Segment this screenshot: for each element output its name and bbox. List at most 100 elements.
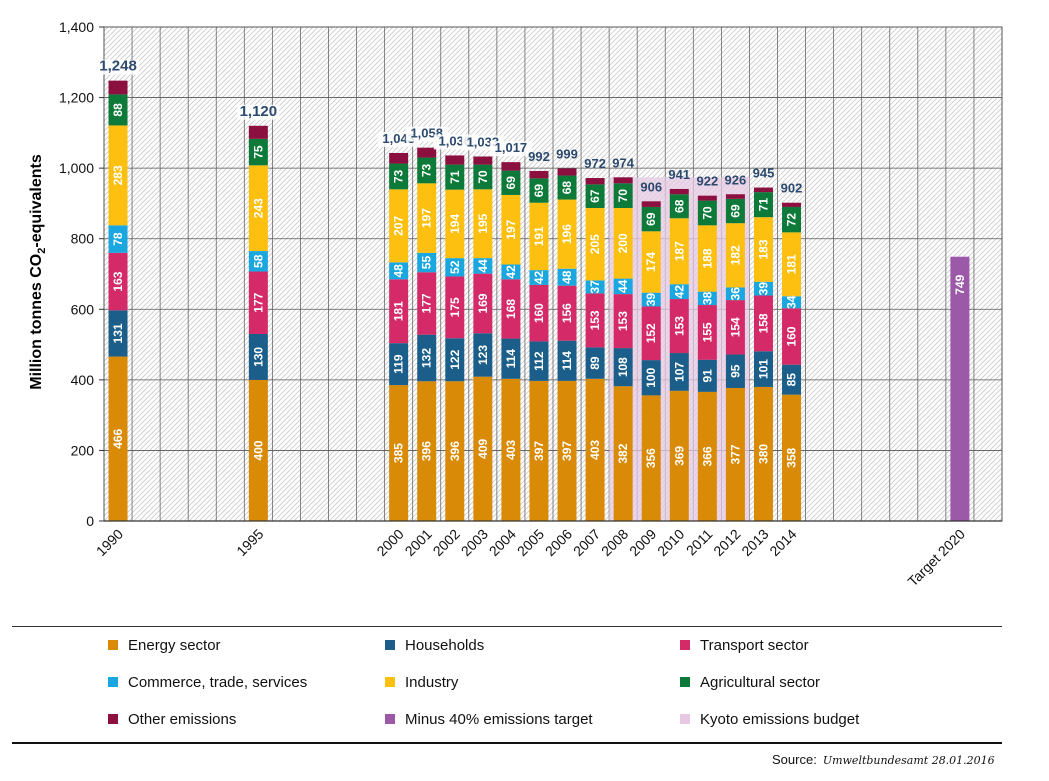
bar-households-2009 <box>641 360 661 396</box>
segment-value-label: 85 <box>785 373 799 387</box>
legend-swatch <box>385 714 395 724</box>
legend-label: Energy sector <box>128 636 221 654</box>
y-axis-label: Million tonnes CO2-equivalents <box>28 154 48 390</box>
bar-transport-sector-2000 <box>389 279 409 344</box>
x-tick-label-1990: 1990 <box>93 526 126 559</box>
segment-value-label: 42 <box>504 265 518 279</box>
segment-value-label: 58 <box>251 254 265 268</box>
bar-commerce-trade-services-2003 <box>473 258 493 274</box>
segment-value-label: 156 <box>560 303 574 323</box>
bar-industry-2000 <box>389 189 409 263</box>
bar-industry-2005 <box>529 202 549 271</box>
x-tick-label-2000: 2000 <box>373 526 406 559</box>
segment-value-label: 207 <box>392 216 406 236</box>
segment-value-label: 403 <box>588 440 602 460</box>
legend-label: Minus 40% emissions target <box>405 710 593 728</box>
bar-households-2011 <box>697 359 717 392</box>
total-label-1990: 1,248 <box>99 58 137 75</box>
bar-other-emissions-2003 <box>473 156 493 165</box>
total-label-background <box>97 59 140 75</box>
segment-value-label: 68 <box>672 199 686 213</box>
segment-value-label: 48 <box>560 270 574 284</box>
bar-transport-sector-2010 <box>669 299 689 354</box>
segment-value-label: 160 <box>532 303 546 323</box>
segment-value-label: 44 <box>616 279 630 293</box>
segment-value-label: 42 <box>532 271 546 285</box>
segment-value-label: 153 <box>672 316 686 336</box>
bar-other-emissions-2013 <box>753 187 773 193</box>
bar-commerce-trade-services-2014 <box>782 296 802 309</box>
bar-other-emissions-2005 <box>529 170 549 179</box>
bar-agricultural-sector-2006 <box>557 175 577 200</box>
segment-value-label: 191 <box>532 226 546 246</box>
bar-other-emissions-2007 <box>585 178 605 185</box>
x-tick-label-2003: 2003 <box>458 526 491 559</box>
source-note: Source: Umweltbundesamt 28.01.2016 <box>772 752 995 767</box>
bar-agricultural-sector-2003 <box>473 164 493 190</box>
bar-industry-1990 <box>108 125 128 226</box>
segment-value-label: 69 <box>532 184 546 198</box>
legend-item-industry: Industry <box>385 673 458 691</box>
segment-value-label: 100 <box>644 367 658 387</box>
bar-energy-sector-2005 <box>529 380 549 521</box>
segment-value-label: 397 <box>532 441 546 461</box>
segment-value-label: 283 <box>111 165 125 185</box>
segment-value-label: 34 <box>785 295 799 309</box>
bar-households-2008 <box>613 348 633 387</box>
segment-value-label: 356 <box>644 448 658 468</box>
bar-transport-sector-2011 <box>697 305 717 360</box>
bar-transport-sector-2002 <box>445 276 465 339</box>
segment-value-label: 114 <box>560 351 574 371</box>
segment-value-label: 72 <box>785 213 799 227</box>
bar-energy-sector-2012 <box>725 387 745 521</box>
bar-other-emissions-2014 <box>782 202 802 207</box>
segment-value-label: 130 <box>251 347 265 367</box>
total-label-2014: 902 <box>781 181 803 196</box>
bar-households-2001 <box>417 334 437 382</box>
segment-value-label: 382 <box>616 443 630 463</box>
x-tick-label-2013: 2013 <box>738 526 771 559</box>
bar-households-2006 <box>557 340 577 381</box>
bar-industry-2014 <box>782 232 802 297</box>
segment-value-label: 174 <box>644 252 658 272</box>
segment-value-label: 67 <box>588 189 602 203</box>
bar-other-emissions-1990 <box>108 80 128 95</box>
bar-other-emissions-2001 <box>417 147 437 158</box>
bar-transport-sector-2008 <box>613 294 633 349</box>
bar-energy-sector-2006 <box>557 380 577 521</box>
total-label-2005: 992 <box>528 149 550 164</box>
segment-value-label: 71 <box>448 170 462 184</box>
segment-value-label: 95 <box>728 364 742 378</box>
total-label-2011: 922 <box>696 174 718 189</box>
total-label-2006: 999 <box>556 146 578 161</box>
segment-value-label: 397 <box>560 441 574 461</box>
bar-transport-sector-2013 <box>753 295 773 352</box>
segment-value-label: 182 <box>728 245 742 265</box>
total-label-2009: 906 <box>640 179 662 194</box>
x-tick-label-2005: 2005 <box>514 526 547 559</box>
segment-value-label: 158 <box>756 313 770 333</box>
segment-value-label: 188 <box>700 248 714 268</box>
bar-energy-sector-2010 <box>669 390 689 521</box>
bar-industry-2006 <box>557 199 577 269</box>
bar-industry-2012 <box>725 223 745 288</box>
bar-other-emissions-2012 <box>725 194 745 199</box>
y-tick-label: 1,400 <box>59 19 94 35</box>
segment-value-label: 403 <box>504 440 518 460</box>
segment-value-label: 181 <box>392 301 406 321</box>
y-tick-label: 400 <box>71 372 95 388</box>
total-label-2013: 945 <box>753 166 775 181</box>
legend-item-agricultural-sector: Agricultural sector <box>680 673 820 691</box>
bar-energy-sector-2009 <box>641 395 661 521</box>
segment-value-label: 396 <box>448 441 462 461</box>
bar-energy-sector-2004 <box>501 378 521 521</box>
bar-other-emissions-2002 <box>445 155 465 165</box>
bar-households-1995 <box>248 333 268 380</box>
x-tick-label-1995: 1995 <box>233 526 266 559</box>
segment-value-label: 52 <box>448 260 462 274</box>
bar-agricultural-sector-2001 <box>417 157 437 184</box>
segment-value-label: 194 <box>448 214 462 234</box>
segment-value-label: 177 <box>251 292 265 312</box>
bar-commerce-trade-services-1995 <box>248 251 268 272</box>
segment-value-label: 89 <box>588 356 602 370</box>
